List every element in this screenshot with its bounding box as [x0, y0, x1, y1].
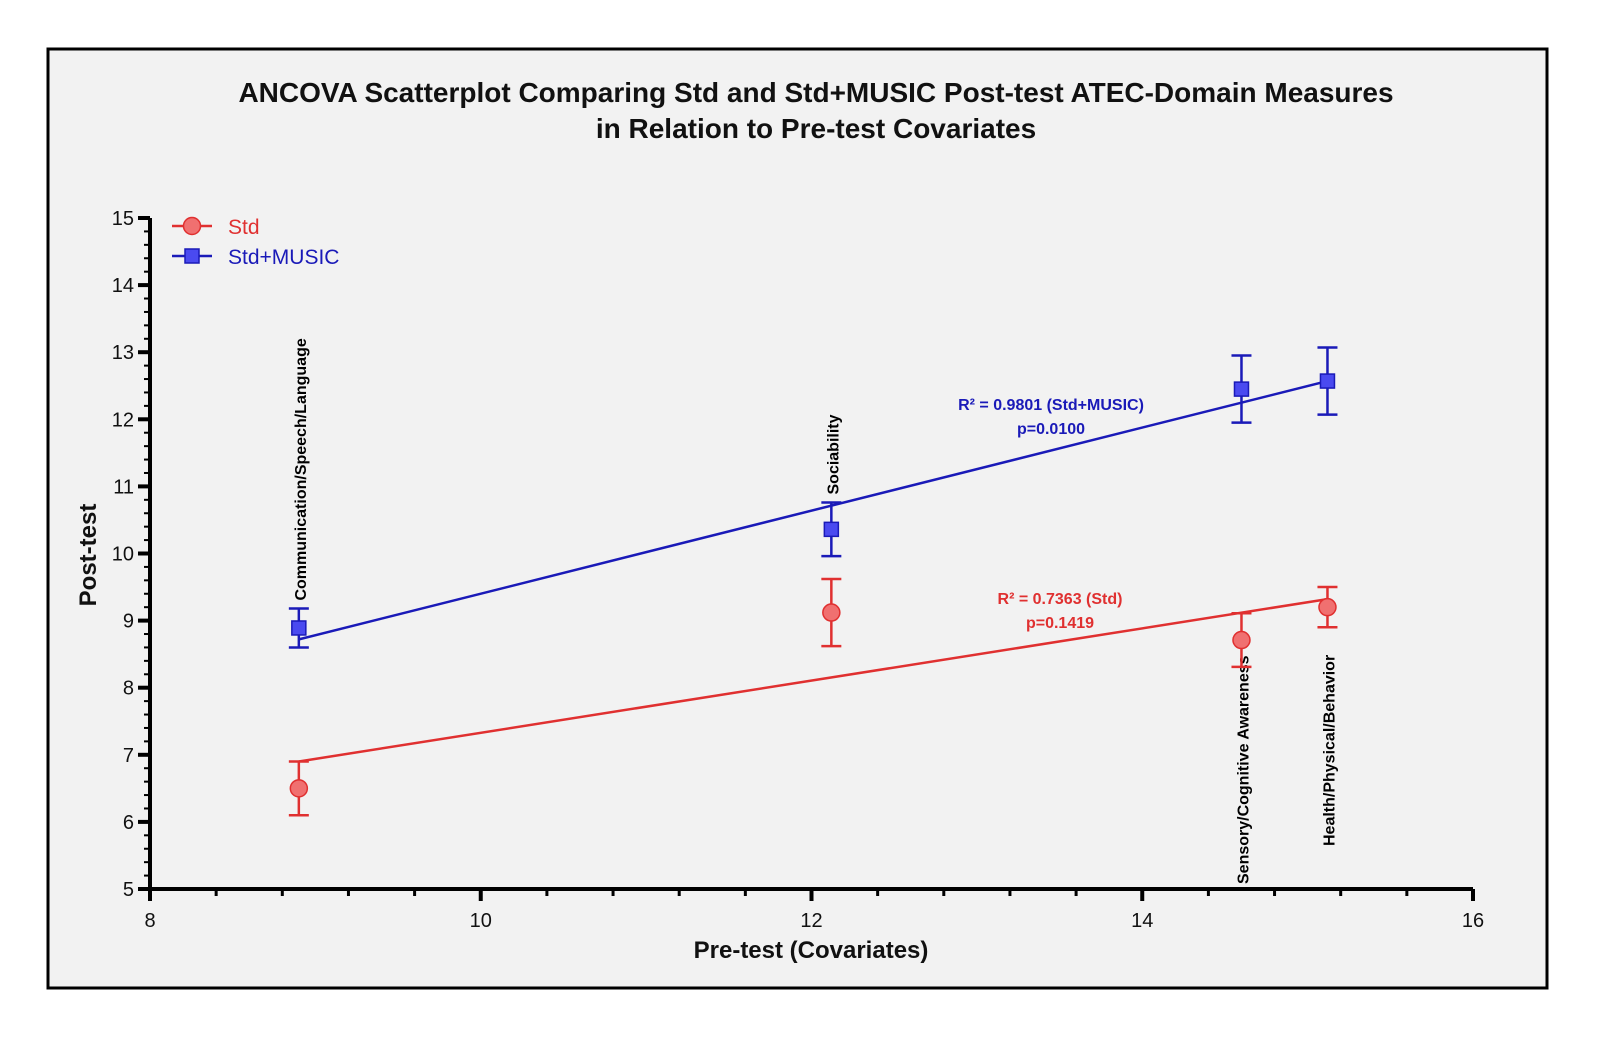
data-point-std: [1232, 630, 1251, 650]
category-label: Health/Physical/Behavior: [1321, 655, 1338, 846]
data-point-music: [291, 620, 307, 636]
category-label: Sensory/Cognitive Awareness: [1235, 655, 1252, 884]
data-point-music: [1233, 381, 1250, 397]
data-point-std: [289, 779, 309, 798]
y-tick-label: 14: [112, 275, 134, 297]
p-value-annotation: p=0.0100: [1017, 421, 1085, 438]
data-point-std: [822, 603, 841, 622]
p-value-annotation: p=0.1419: [1026, 615, 1094, 632]
chart-subtitle: in Relation to Pre-test Covariates: [596, 113, 1036, 144]
r-squared-annotation: R² = 0.7363 (Std): [998, 591, 1123, 608]
category-label: Communication/Speech/Language: [293, 338, 310, 600]
legend-square-marker: [184, 248, 200, 264]
y-tick-label: 11: [113, 476, 134, 498]
data-point-std: [1318, 597, 1337, 617]
x-axis-label: Pre-test (Covariates): [694, 937, 929, 964]
y-axis-label: Post-test: [75, 504, 102, 607]
legend-circle-marker: [182, 216, 202, 236]
category-label: Sociability: [825, 414, 842, 494]
x-tick-label: 10: [470, 910, 492, 932]
x-tick-label: 12: [800, 910, 822, 932]
r-squared-annotation: R² = 0.9801 (Std+MUSIC): [958, 397, 1144, 414]
legend-label: Std: [228, 216, 260, 239]
y-tick-label: 10: [112, 544, 134, 566]
data-point-music: [823, 521, 840, 538]
x-tick-label: 8: [144, 910, 155, 932]
y-tick-label: 13: [112, 342, 134, 364]
legend-label: Std+MUSIC: [228, 246, 339, 269]
x-tick-label: 14: [1131, 910, 1153, 932]
legend: Std Std+MUSIC: [172, 216, 339, 269]
y-tick-label: 8: [123, 678, 134, 700]
data-point-music: [1319, 373, 1336, 389]
regression-line-music: [298, 379, 1328, 641]
y-tick-label: 9: [123, 611, 134, 633]
chart-frame: [46, 47, 1549, 990]
y-tick-label: 6: [123, 812, 134, 834]
chart-title: ANCOVA Scatterplot Comparing Std and Std…: [238, 77, 1393, 108]
regression-line-std: [298, 597, 1328, 763]
y-tick-label: 5: [123, 879, 134, 901]
y-tick-label: 15: [112, 208, 134, 230]
y-tick-label: 7: [123, 745, 134, 767]
x-tick-label: 16: [1462, 910, 1484, 932]
y-tick-label: 12: [112, 409, 134, 431]
